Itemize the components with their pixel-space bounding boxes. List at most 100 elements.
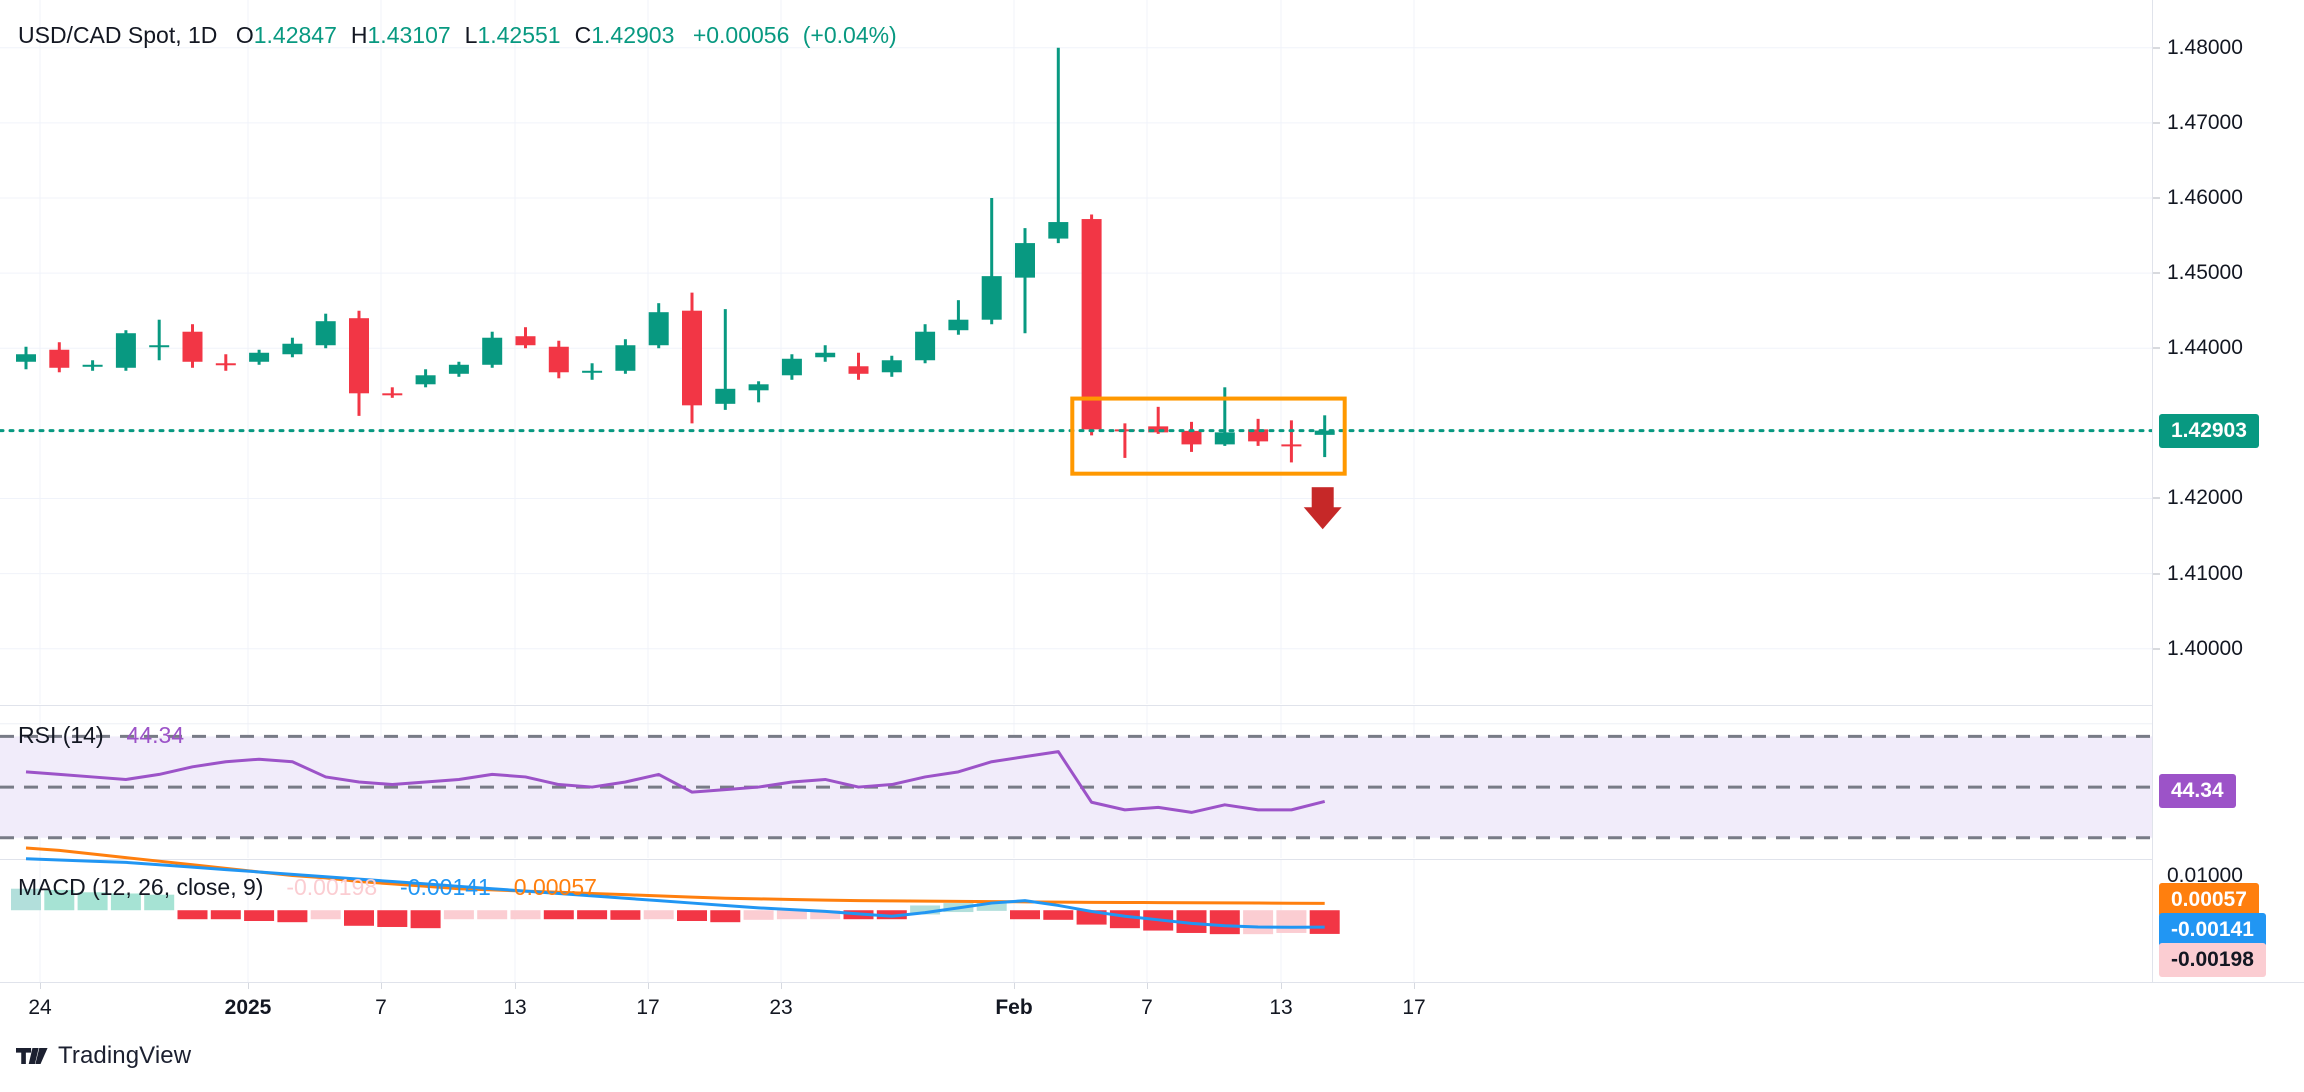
rsi-pane[interactable] [0, 706, 2152, 858]
macd-line-value: 0.00057 [513, 874, 597, 900]
candlestick[interactable] [915, 324, 936, 364]
candlestick[interactable] [548, 340, 569, 379]
consolidation-rectangle[interactable] [1070, 396, 1347, 476]
candlestick[interactable] [1048, 47, 1069, 244]
candle-body [448, 364, 469, 374]
candlestick[interactable] [282, 337, 303, 358]
candle-body [748, 384, 769, 391]
time-axis-label: 13 [1269, 996, 1293, 1019]
candlestick[interactable] [149, 319, 170, 361]
rsi-band [0, 736, 2152, 838]
candlestick[interactable] [615, 339, 636, 374]
price-axis-tick [2153, 648, 2160, 650]
candlestick[interactable] [382, 387, 403, 398]
candle-body [182, 331, 203, 362]
candlestick[interactable] [948, 300, 969, 335]
rsi-label[interactable]: RSI (14) [18, 722, 104, 748]
macd-histogram-bar [1010, 910, 1040, 920]
candlestick[interactable] [848, 352, 869, 380]
tradingview-logo[interactable]: TradingView [16, 1042, 191, 1070]
candlestick[interactable] [249, 349, 270, 365]
time-axis-tick [248, 983, 249, 989]
rsi-chart-svg[interactable] [0, 706, 2152, 858]
candlestick[interactable] [349, 310, 369, 416]
candlestick[interactable] [682, 292, 702, 424]
candlestick[interactable] [881, 355, 902, 377]
bearish-arrow-icon[interactable] [1303, 487, 1342, 530]
candlestick[interactable] [1214, 387, 1235, 446]
macd-histogram-bar [1043, 910, 1074, 920]
macd-histogram-bar [244, 910, 275, 921]
candlestick[interactable] [981, 198, 1002, 325]
time-axis-tick [648, 983, 649, 989]
candlestick[interactable] [1314, 415, 1335, 458]
macd-histogram-bar [177, 910, 208, 920]
candlestick[interactable] [82, 360, 103, 371]
candlestick[interactable] [415, 369, 436, 388]
time-axis-label: 17 [636, 996, 660, 1019]
candlestick[interactable] [448, 361, 469, 377]
candlestick[interactable] [1248, 418, 1269, 446]
candlestick[interactable] [1081, 214, 1102, 436]
time-axis-tick [40, 983, 41, 989]
candle-body [1148, 426, 1169, 433]
candlestick[interactable] [748, 381, 769, 403]
candlestick[interactable] [582, 363, 603, 380]
macd-hist-badge: -0.00198 [2159, 943, 2266, 977]
macd-signal-value: -0.00141 [400, 874, 491, 900]
price-axis-tick [2153, 272, 2160, 274]
price-axis[interactable]: 1.48000 1.47000 1.46000 1.45000 1.44000 1.420… [2152, 0, 2304, 982]
price-axis-label: 1.46000 [2167, 186, 2243, 210]
macd-histogram-bar [710, 910, 741, 923]
rsi-legend: RSI (14) 44.34 [18, 722, 184, 749]
time-axis[interactable]: 24 2025 7 13 17 23 Feb 7 13 17 [0, 982, 2304, 1034]
current-price-badge: 1.42903 [2159, 413, 2259, 448]
time-axis-label: 7 [375, 996, 387, 1019]
price-axis-tick [2153, 347, 2160, 349]
macd-histogram-bar [1276, 910, 1307, 933]
candlestick[interactable] [115, 330, 136, 371]
candlestick[interactable] [49, 342, 70, 373]
candle-body [848, 366, 869, 374]
change-pct: (+0.04%) [802, 22, 897, 48]
candlestick[interactable] [1181, 421, 1202, 452]
macd-chart-svg[interactable] [0, 846, 2152, 982]
macd-histogram-bar [11, 888, 41, 911]
candlestick[interactable] [215, 354, 236, 371]
candle-body [215, 363, 236, 366]
time-axis-label: 13 [503, 996, 527, 1019]
candlestick[interactable] [781, 354, 802, 380]
candle-body [282, 343, 303, 355]
price-legend: USD/CAD Spot, 1D O1.42847 H1.43107 L1.4255… [18, 22, 897, 49]
candlestick[interactable] [515, 327, 536, 349]
arrow-shaft [1311, 487, 1334, 510]
time-axis-label: 24 [28, 996, 52, 1019]
macd-label[interactable]: MACD (12, 26, close, 9) [18, 874, 264, 900]
candlestick[interactable] [482, 331, 503, 368]
time-axis-tick [1414, 983, 1415, 989]
candlestick[interactable] [715, 309, 736, 410]
candlestick[interactable] [182, 324, 203, 368]
candlestick[interactable] [1114, 423, 1135, 458]
macd-histogram-bar [410, 910, 441, 929]
price-pane[interactable] [0, 0, 2154, 704]
candlestick[interactable] [815, 345, 836, 362]
symbol-label[interactable]: USD/CAD Spot, 1D [18, 22, 218, 48]
price-axis-tick [2153, 573, 2160, 575]
price-chart-svg[interactable] [0, 0, 2154, 704]
candle-body [115, 333, 136, 368]
candlestick[interactable] [1015, 228, 1035, 334]
time-axis-label: 17 [1402, 996, 1426, 1019]
candlestick[interactable] [16, 346, 36, 370]
candlestick[interactable] [1281, 420, 1302, 463]
macd-signal-badge: -0.00141 [2159, 913, 2266, 947]
macd-histogram-bar [776, 910, 807, 920]
macd-histogram-bar [310, 910, 341, 920]
macd-histogram-bar [110, 893, 141, 911]
ohlc-value-h: 1.43107 [367, 22, 451, 48]
candlestick[interactable] [1148, 406, 1169, 434]
candle-body [1181, 430, 1202, 445]
candlestick[interactable] [315, 313, 336, 349]
macd-pane[interactable] [0, 846, 2152, 982]
candlestick[interactable] [648, 303, 669, 349]
